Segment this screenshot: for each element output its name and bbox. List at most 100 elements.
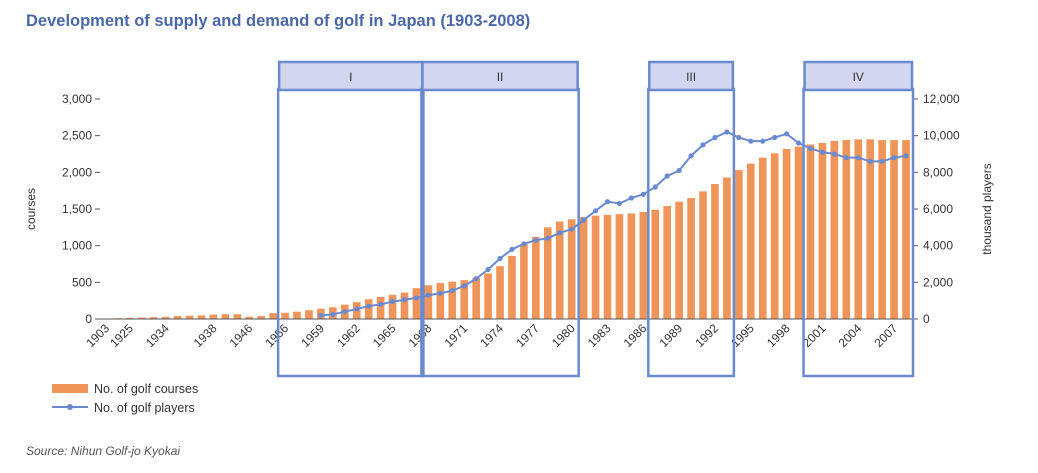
bar-golf-courses bbox=[496, 266, 504, 319]
bar-golf-courses bbox=[532, 236, 540, 319]
bar-golf-courses bbox=[735, 170, 743, 319]
legend-swatch-courses bbox=[52, 384, 88, 393]
y-right-tick-label: 4,000 bbox=[923, 239, 953, 253]
bar-golf-courses bbox=[436, 283, 445, 319]
x-tick-label: 2007 bbox=[871, 321, 900, 350]
bar-golf-courses bbox=[388, 294, 397, 319]
bar-golf-courses bbox=[770, 153, 779, 319]
bar-golf-courses bbox=[746, 163, 755, 319]
x-tick-label: 1962 bbox=[334, 321, 363, 350]
point-golf-players bbox=[819, 149, 826, 155]
point-golf-players bbox=[437, 290, 443, 296]
y-right-tick-label: 2,000 bbox=[923, 275, 953, 289]
y-left-tick-label: 0 bbox=[85, 312, 92, 326]
bar-golf-courses bbox=[508, 255, 516, 319]
point-golf-players bbox=[855, 155, 861, 161]
point-golf-players bbox=[807, 145, 814, 152]
y-left-tick-label: 3,000 bbox=[62, 92, 92, 106]
bar-golf-courses bbox=[782, 148, 791, 319]
point-golf-players bbox=[700, 142, 706, 148]
point-golf-players bbox=[736, 134, 742, 141]
bar-golf-courses bbox=[675, 201, 683, 319]
point-golf-players bbox=[581, 217, 587, 223]
point-golf-players bbox=[760, 138, 766, 144]
x-tick-label: 2004 bbox=[836, 321, 865, 350]
point-golf-players bbox=[473, 276, 479, 282]
x-tick-label: 1989 bbox=[656, 321, 685, 350]
bar-golf-courses bbox=[758, 157, 767, 319]
bar-golf-courses bbox=[687, 198, 695, 319]
period-label-box bbox=[803, 60, 914, 92]
y-right-tick-label: 0 bbox=[923, 312, 930, 326]
period-label: III bbox=[686, 70, 696, 84]
bar-golf-courses bbox=[161, 316, 170, 319]
x-tick-label: 1977 bbox=[513, 321, 542, 350]
bar-golf-courses bbox=[137, 317, 146, 319]
bar-golf-courses bbox=[615, 214, 624, 319]
bar-golf-courses bbox=[543, 227, 552, 319]
x-tick-label: 1938 bbox=[191, 321, 220, 350]
bar-golf-courses bbox=[269, 313, 277, 319]
point-golf-players bbox=[330, 311, 336, 318]
bar-golf-courses bbox=[567, 219, 576, 319]
bar-golf-courses bbox=[830, 140, 839, 319]
x-tick-label: 1965 bbox=[370, 321, 399, 350]
bar-golf-courses bbox=[663, 206, 672, 319]
point-golf-players bbox=[867, 158, 873, 164]
period-label-box bbox=[421, 60, 579, 92]
bar-golf-courses bbox=[866, 139, 875, 319]
point-golf-players bbox=[569, 226, 575, 232]
point-golf-players bbox=[366, 303, 372, 309]
bar-golf-courses bbox=[305, 310, 313, 319]
bar-golf-courses bbox=[281, 312, 289, 319]
x-tick-label: 1959 bbox=[298, 321, 327, 350]
bar-golf-courses bbox=[723, 177, 731, 319]
bar-golf-courses bbox=[639, 211, 648, 319]
period-label: I bbox=[349, 70, 352, 84]
point-golf-players bbox=[748, 138, 754, 144]
bar-golf-courses bbox=[245, 316, 254, 319]
bar-golf-courses bbox=[424, 285, 433, 319]
bar-golf-courses bbox=[173, 316, 182, 319]
bar-golf-courses bbox=[711, 184, 719, 319]
point-golf-players bbox=[688, 153, 694, 159]
y-left-tick-label: 2,000 bbox=[62, 165, 92, 179]
bar-golf-courses bbox=[364, 299, 373, 319]
point-golf-players bbox=[342, 309, 348, 315]
bar-golf-courses bbox=[209, 314, 218, 319]
point-golf-players bbox=[903, 153, 909, 159]
bar-golf-courses bbox=[651, 209, 660, 319]
point-golf-players bbox=[521, 241, 527, 247]
bar-golf-courses bbox=[902, 140, 910, 319]
point-golf-players bbox=[545, 235, 551, 241]
bar-golf-courses bbox=[520, 244, 528, 319]
x-tick-label: 1925 bbox=[107, 321, 136, 350]
point-golf-players bbox=[676, 167, 682, 174]
y-left-tick-label: 2,500 bbox=[62, 129, 92, 143]
bar-golf-courses bbox=[555, 221, 564, 319]
y-left-axis-label: courses bbox=[24, 188, 38, 230]
bar-golf-courses bbox=[233, 314, 242, 319]
bar-golf-courses bbox=[126, 317, 134, 319]
point-golf-players bbox=[891, 155, 897, 161]
bar-golf-courses bbox=[197, 315, 206, 319]
period-label: IV bbox=[853, 70, 864, 84]
point-golf-players bbox=[401, 297, 408, 303]
period-label-box bbox=[277, 60, 424, 92]
bar-golf-courses bbox=[221, 314, 230, 319]
bar-golf-courses bbox=[854, 139, 863, 319]
x-tick-label: 1980 bbox=[549, 321, 578, 350]
y-left-tick-label: 500 bbox=[72, 275, 92, 289]
point-golf-players bbox=[831, 151, 837, 157]
bar-golf-courses bbox=[818, 143, 827, 319]
y-right-tick-label: 6,000 bbox=[923, 202, 953, 216]
point-golf-players bbox=[640, 191, 646, 197]
x-tick-label: 1986 bbox=[621, 321, 650, 350]
point-golf-players bbox=[592, 208, 599, 214]
bar-golf-courses bbox=[257, 316, 266, 319]
point-golf-players bbox=[449, 287, 455, 294]
point-golf-players bbox=[652, 184, 658, 190]
bar-golf-courses bbox=[412, 288, 421, 319]
bar-golf-courses bbox=[448, 281, 457, 319]
point-golf-players bbox=[628, 195, 634, 201]
